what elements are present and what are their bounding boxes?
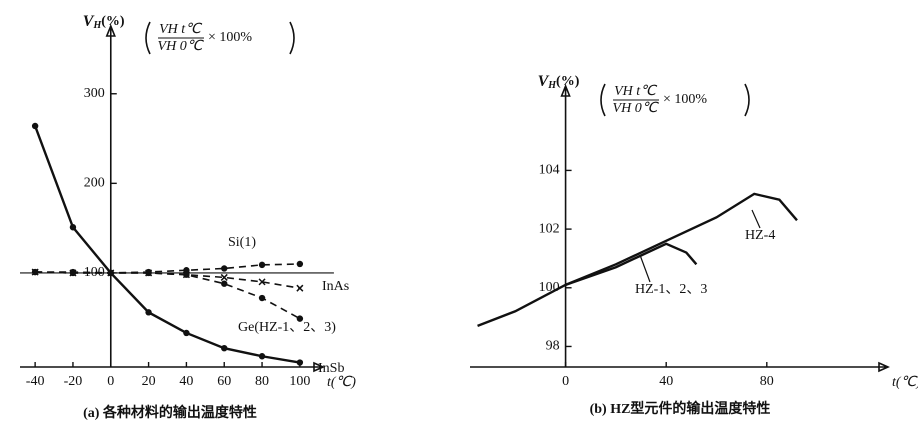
formula-paren [600,83,750,117]
y-tick-label: 300 [84,86,105,101]
y-label-main: V [83,13,95,30]
formula-denominator: VH 0℃ [158,39,205,54]
point [221,280,228,287]
point [296,284,304,292]
y-label-unit: (%) [556,74,580,89]
y-label-sub: H [92,20,102,31]
series-line [565,242,698,286]
y-tick-label: 104 [539,163,560,178]
point [183,267,190,274]
label-leader [751,209,761,229]
x-axis-label: t(℃) [327,375,356,390]
formula-numerator: VH t℃ [159,22,203,37]
formula-factor: × 100% [208,30,252,45]
x-tick-label: 0 [107,374,114,389]
point [31,268,39,276]
series-label: InAs [322,279,349,294]
x-tick-label: 20 [142,374,156,389]
formula-factor: × 100% [663,92,707,107]
y-axis [105,23,116,367]
x-tick-label: 40 [179,374,193,389]
x-tick-label: 80 [255,374,269,389]
y-axis-label: VH(%) [83,13,125,32]
point [258,261,266,269]
x-axis [20,361,325,373]
series-line [35,263,300,274]
x-tick-label: 100 [289,374,310,389]
y-axis-label: VH(%) [538,73,580,92]
point [183,329,190,337]
label-leader [639,254,651,283]
y-label-unit: (%) [101,14,125,29]
point [258,353,266,360]
point [296,315,304,322]
series-label: HZ-4 [745,228,775,243]
point [107,269,114,277]
x-tick-label: 0 [562,374,569,389]
point [296,359,304,366]
series-label: Ge(HZ-1、2、3) [238,320,336,335]
point [145,269,152,277]
series-line [35,271,301,320]
y-tick-label: 200 [84,176,105,191]
y-label-main: V [538,73,550,90]
y-label-sub: H [547,80,557,91]
point [220,273,228,281]
point [221,265,228,272]
x-axis [470,361,890,373]
y-tick-label: 102 [539,221,560,236]
point [221,344,228,352]
formula-paren [145,21,295,55]
series-label: Si(1) [228,235,256,250]
caption: (a) 各种材料的输出温度特性 [83,404,257,421]
caption: (b) HZ型元件的输出温度特性 [590,400,771,417]
point [69,224,77,231]
formula-denominator: VH 0℃ [613,101,660,116]
series-line [34,125,301,364]
series-line [477,192,798,328]
series-label: InSb [318,361,344,376]
x-tick-label: -20 [64,374,83,389]
point [258,278,266,286]
point [296,260,304,268]
point [31,122,39,130]
formula-numerator: VH t℃ [614,84,658,99]
x-tick-label: 40 [659,374,673,389]
x-tick-label: 80 [760,374,774,389]
series-label: HZ-1、2、3 [635,282,707,297]
y-axis [560,83,571,367]
point [69,269,77,277]
point [183,271,190,278]
point [145,309,152,316]
x-tick-label: -40 [26,374,45,389]
point [258,294,266,302]
x-tick-label: 60 [217,374,231,389]
y-tick-label: 98 [546,339,560,354]
x-axis-label: t(℃) [892,375,918,390]
